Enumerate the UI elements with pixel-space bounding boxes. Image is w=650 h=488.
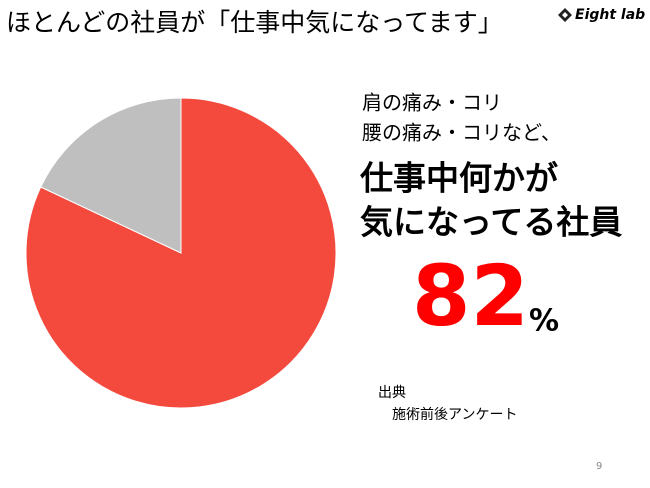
- headline: 気になってる社員: [360, 203, 622, 242]
- headline: 仕事中何かが: [360, 159, 558, 198]
- text-line: 腰の痛み・コリなど、: [362, 121, 561, 145]
- pie: [25, 97, 337, 409]
- source-title: 出典: [378, 385, 406, 401]
- slide-title: ほとんどの社員が「仕事中気になってます」: [6, 8, 503, 37]
- highlight-unit: %: [529, 304, 559, 339]
- text-line: 肩の痛み・コリ: [362, 91, 502, 115]
- pie-slice: [40, 97, 182, 254]
- logo: Eight lab: [558, 7, 645, 23]
- source: 施術前後アンケート: [392, 406, 517, 423]
- page-number: 9: [596, 461, 602, 472]
- logo-icon: [558, 8, 572, 22]
- logo-text: Eight lab: [575, 7, 645, 23]
- highlight-number: 82: [412, 247, 529, 345]
